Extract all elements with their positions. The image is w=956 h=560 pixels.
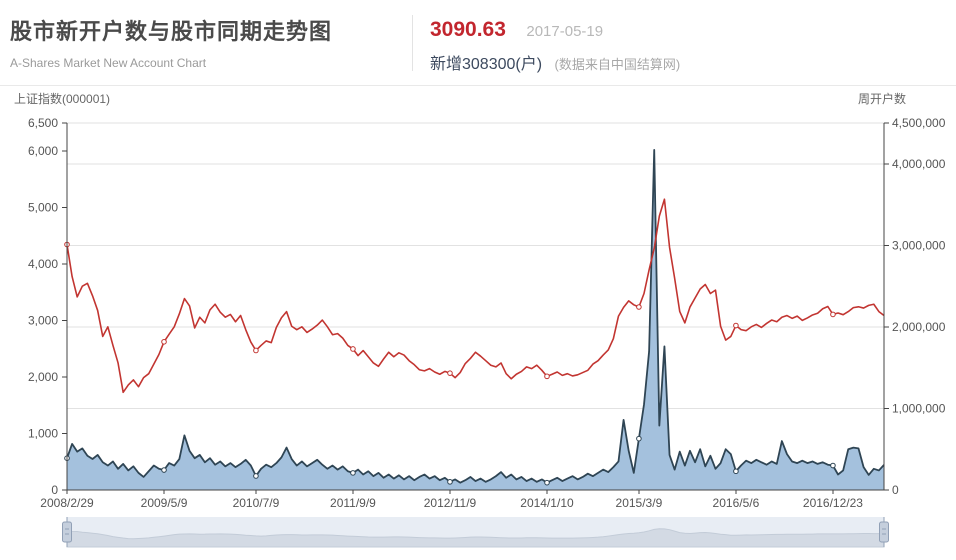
- accounts-marker: [161, 467, 167, 473]
- index-price: 3090.63: [430, 18, 506, 41]
- navigator-handle-left[interactable]: [62, 521, 72, 543]
- right-axis-tick-label: 2,000,000: [892, 320, 946, 334]
- x-axis-tick-label: 2009/5/9: [141, 496, 188, 510]
- quote-row: 3090.63 2017-05-19: [430, 18, 603, 42]
- x-axis-tick-label: 2008/2/29: [40, 496, 94, 510]
- left-axis-tick-label: 6,500: [28, 116, 58, 130]
- accounts-marker: [350, 470, 356, 476]
- right-axis-title: 周开户数: [857, 92, 906, 106]
- left-axis-title: 上证指数(000001): [14, 92, 111, 106]
- left-axis-tick-label: 0: [51, 483, 58, 497]
- left-axis-tick-label: 2,000: [28, 370, 58, 384]
- accounts-marker: [636, 435, 642, 442]
- new-accounts-value: 新增308300(户): [430, 56, 543, 73]
- left-axis-tick-label: 3,000: [28, 314, 58, 328]
- quote-date: 2017-05-19: [526, 23, 604, 40]
- left-axis-tick-label: 6,000: [28, 144, 58, 158]
- navigator-preview: [66, 528, 885, 548]
- index-marker: [830, 311, 836, 318]
- accounts-marker: [733, 468, 739, 475]
- page-subtitle: A-Shares Market New Account Chart: [10, 56, 207, 70]
- right-axis-tick-label: 4,000,000: [892, 157, 946, 171]
- accounts-marker: [544, 479, 550, 486]
- right-axis-tick-label: 1,000,000: [892, 401, 946, 415]
- x-axis-tick-label: 2014/1/10: [520, 496, 574, 510]
- x-axis-tick-label: 2016/5/6: [713, 496, 760, 510]
- left-axis-tick-label: 1,000: [28, 427, 58, 441]
- accounts-line: [66, 149, 885, 484]
- right-axis-tick-label: 0: [892, 483, 899, 497]
- index-marker: [636, 304, 642, 310]
- index-marker: [447, 370, 453, 376]
- x-axis-tick-label: 2010/7/9: [233, 496, 280, 510]
- left-axis-tick-label: 5,000: [28, 201, 58, 215]
- page-title: 股市新开户数与股市同期走势图: [10, 19, 333, 44]
- x-axis-tick-label: 2011/9/9: [330, 496, 376, 510]
- accounts-marker: [253, 473, 259, 479]
- left-axis-tick-label: 4,000: [28, 257, 58, 271]
- header: 股市新开户数与股市同期走势图 A-Shares Market New Accou…: [0, 0, 956, 86]
- index-marker: [544, 373, 550, 380]
- index-marker: [350, 346, 356, 352]
- x-axis-tick-label: 2015/3/9: [616, 496, 663, 510]
- index-marker: [253, 347, 259, 354]
- index-marker: [733, 322, 739, 329]
- accounts-row: 新增308300(户) (数据来自中国结算网): [430, 50, 680, 74]
- header-divider: [412, 15, 413, 71]
- accounts-area: [67, 149, 884, 490]
- x-axis-tick-label: 2016/12/23: [803, 496, 863, 510]
- accounts-marker: [830, 462, 836, 469]
- right-axis-tick-label: 3,000,000: [892, 238, 946, 252]
- navigator-handle-right[interactable]: [879, 521, 889, 543]
- right-axis-tick-label: 4,500,000: [892, 116, 946, 130]
- index-marker: [161, 338, 167, 345]
- index-line: [66, 198, 885, 394]
- data-source-note: (数据来自中国结算网): [554, 57, 681, 72]
- x-axis-tick-label: 2012/11/9: [424, 496, 477, 510]
- accounts-marker: [447, 479, 453, 485]
